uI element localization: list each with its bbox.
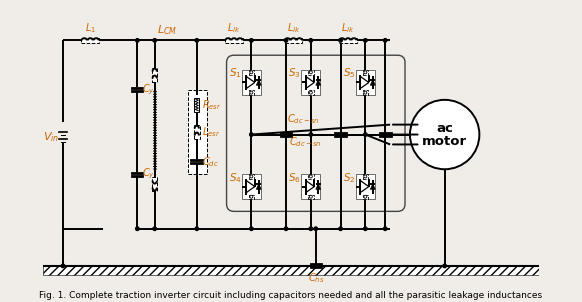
Polygon shape: [256, 80, 261, 85]
Bar: [363, 90, 368, 95]
Bar: [225, 38, 243, 43]
Text: motor: motor: [422, 136, 467, 149]
Bar: [249, 70, 254, 75]
Bar: [242, 69, 261, 95]
Circle shape: [364, 71, 367, 74]
Polygon shape: [370, 184, 375, 189]
Circle shape: [153, 227, 157, 230]
Bar: [249, 194, 254, 199]
Text: $L_{CM}$: $L_{CM}$: [157, 24, 178, 37]
Circle shape: [310, 91, 313, 94]
Circle shape: [61, 264, 65, 268]
Polygon shape: [316, 184, 321, 189]
Circle shape: [136, 227, 139, 230]
Bar: [285, 38, 303, 43]
Circle shape: [410, 100, 480, 169]
Circle shape: [310, 175, 313, 178]
Circle shape: [384, 227, 387, 230]
Bar: [301, 174, 320, 200]
Text: $L_{lk}$: $L_{lk}$: [227, 21, 241, 35]
Circle shape: [285, 39, 288, 42]
Circle shape: [309, 133, 313, 136]
Circle shape: [250, 227, 253, 230]
Bar: [152, 177, 157, 191]
Circle shape: [364, 195, 367, 198]
Circle shape: [153, 39, 157, 42]
Circle shape: [364, 227, 367, 230]
Circle shape: [250, 133, 253, 136]
Text: $S_3$: $S_3$: [288, 67, 301, 80]
Polygon shape: [370, 80, 375, 85]
Text: $S_6$: $S_6$: [288, 171, 301, 185]
Text: $S_5$: $S_5$: [343, 67, 356, 80]
Circle shape: [250, 91, 253, 94]
Text: $V_{in}$: $V_{in}$: [43, 130, 59, 144]
Polygon shape: [256, 184, 261, 189]
Circle shape: [309, 39, 313, 42]
Circle shape: [310, 71, 313, 74]
Text: $C_{dc}$: $C_{dc}$: [202, 155, 218, 169]
Circle shape: [250, 39, 253, 42]
Bar: [188, 90, 207, 174]
Bar: [152, 68, 157, 82]
Bar: [363, 70, 368, 75]
Circle shape: [314, 227, 318, 230]
Text: $L_{lk}$: $L_{lk}$: [341, 21, 355, 35]
Text: ac: ac: [436, 122, 453, 135]
Text: $L_{lk}$: $L_{lk}$: [287, 21, 300, 35]
Text: $C_{dc-sn}$: $C_{dc-sn}$: [289, 135, 321, 149]
Circle shape: [195, 39, 198, 42]
Text: $S_2$: $S_2$: [343, 171, 356, 185]
Circle shape: [195, 227, 198, 230]
Text: $S_4$: $S_4$: [229, 171, 242, 185]
Bar: [242, 174, 261, 200]
Circle shape: [364, 175, 367, 178]
Circle shape: [250, 175, 253, 178]
Text: $C_y$: $C_y$: [142, 83, 155, 97]
Circle shape: [310, 195, 313, 198]
Polygon shape: [316, 80, 321, 85]
Bar: [308, 194, 314, 199]
Text: Fig. 1. Complete traction inverter circuit including capacitors needed and all t: Fig. 1. Complete traction inverter circu…: [40, 291, 542, 300]
Circle shape: [384, 39, 387, 42]
Circle shape: [136, 39, 139, 42]
Bar: [194, 98, 199, 112]
Bar: [249, 90, 254, 95]
Circle shape: [443, 264, 446, 268]
Bar: [301, 69, 320, 95]
Circle shape: [339, 227, 342, 230]
Bar: [308, 90, 314, 95]
Bar: [249, 174, 254, 179]
Bar: [363, 174, 368, 179]
Text: $C_{hs}$: $C_{hs}$: [307, 271, 324, 285]
Bar: [308, 174, 314, 179]
Text: $C_{dc-sn}$: $C_{dc-sn}$: [287, 112, 320, 126]
Bar: [356, 69, 375, 95]
Circle shape: [364, 133, 367, 136]
Text: $C_y$: $C_y$: [142, 167, 155, 182]
Circle shape: [364, 91, 367, 94]
Text: $R_{esr}$: $R_{esr}$: [202, 98, 221, 112]
Text: $S_1$: $S_1$: [229, 67, 242, 80]
Bar: [356, 174, 375, 200]
Circle shape: [250, 71, 253, 74]
Bar: [308, 70, 314, 75]
Bar: [81, 38, 99, 43]
Bar: [363, 194, 368, 199]
Circle shape: [285, 227, 288, 230]
Text: $L_{esr}$: $L_{esr}$: [202, 125, 220, 139]
Circle shape: [250, 195, 253, 198]
Circle shape: [339, 39, 342, 42]
Circle shape: [364, 39, 367, 42]
Text: $L_1$: $L_1$: [85, 21, 96, 35]
Bar: [339, 38, 357, 43]
Bar: [194, 125, 200, 139]
Circle shape: [309, 227, 313, 230]
